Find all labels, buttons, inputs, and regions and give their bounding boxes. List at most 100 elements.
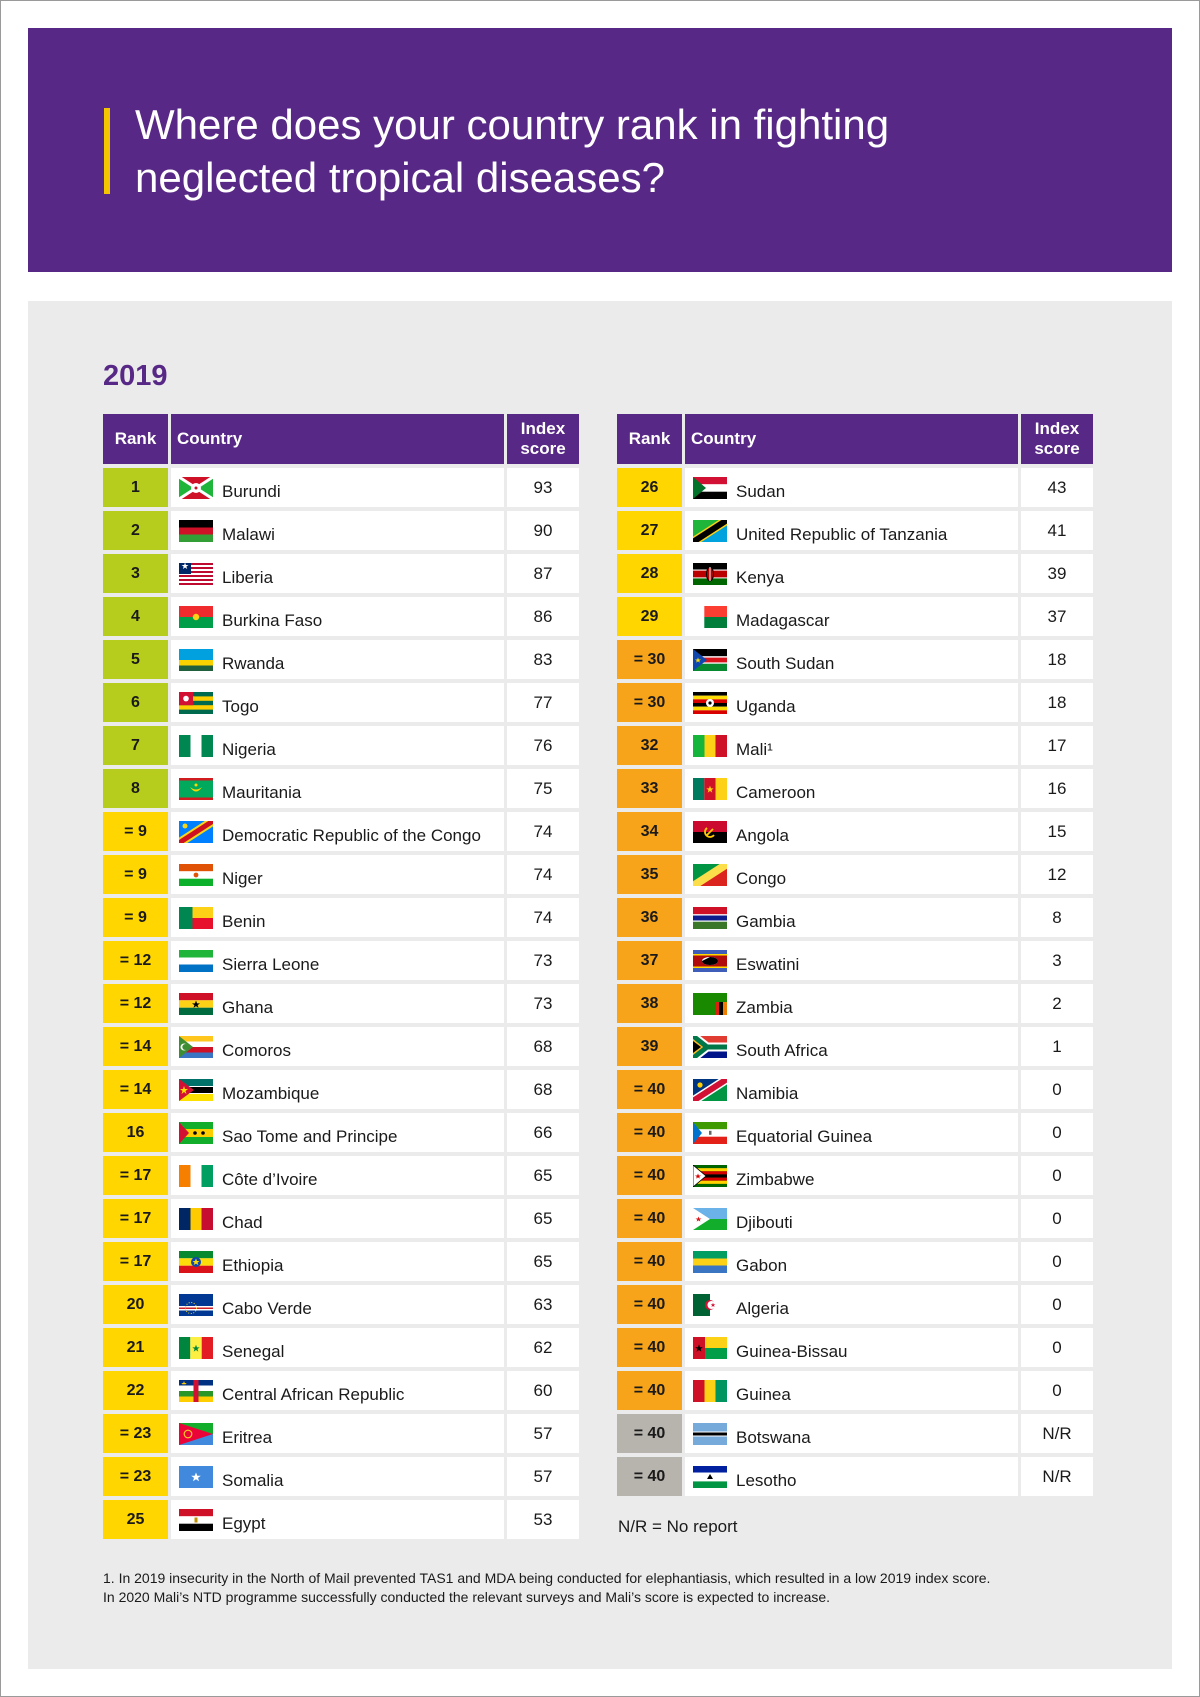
country-cell: Madagascar: [685, 597, 1018, 636]
score-cell: 63: [507, 1285, 579, 1324]
table-row: 22 Central African Republic 60: [103, 1371, 579, 1410]
score-cell: 65: [507, 1156, 579, 1195]
eritrea-flag-icon: [179, 1422, 213, 1445]
country-name: Namibia: [736, 1083, 799, 1103]
country-cell: Burundi: [171, 468, 504, 507]
country-name: Chad: [222, 1212, 263, 1232]
country-name: Mali¹: [736, 739, 773, 759]
south-africa-flag-icon: [693, 1035, 727, 1058]
country-name: Senegal: [222, 1341, 285, 1361]
sierra-leone-flag-icon: [179, 949, 213, 972]
table-header-row: Rank Country Index score: [617, 414, 1093, 464]
score-cell: 18: [1021, 640, 1093, 679]
rank-cell: = 17: [103, 1242, 168, 1281]
country-name: Nigeria: [222, 739, 276, 759]
country-name: Malawi: [222, 524, 275, 544]
malawi-flag-icon: [179, 519, 213, 542]
drc-flag-icon: [179, 820, 213, 843]
table-row: = 40 Gabon 0: [617, 1242, 1093, 1281]
score-cell: 0: [1021, 1199, 1093, 1238]
country-cell: Egypt: [171, 1500, 504, 1539]
burkina-faso-flag-icon: [179, 605, 213, 628]
rank-cell: 22: [103, 1371, 168, 1410]
rank-cell: = 40: [617, 1113, 682, 1152]
score-cell: 39: [1021, 554, 1093, 593]
djibouti-flag-icon: [693, 1207, 727, 1230]
country-name: Guinea: [736, 1384, 791, 1404]
rank-cell: 37: [617, 941, 682, 980]
country-name: Eritrea: [222, 1427, 273, 1447]
country-cell: Lesotho: [685, 1457, 1018, 1496]
mauritania-flag-icon: [179, 777, 213, 800]
country-name: Congo: [736, 868, 787, 888]
table-row: 32 Mali¹ 17: [617, 726, 1093, 765]
country-cell: Senegal: [171, 1328, 504, 1367]
country-name: Rwanda: [222, 653, 285, 673]
country-name: Comoros: [222, 1040, 291, 1060]
rank-cell: 7: [103, 726, 168, 765]
score-column-header: Index score: [1021, 414, 1093, 464]
score-cell: N/R: [1021, 1457, 1093, 1496]
score-cell: 68: [507, 1027, 579, 1066]
country-name: Ethiopia: [222, 1255, 284, 1275]
country-cell: Guinea-Bissau: [685, 1328, 1018, 1367]
liberia-flag-icon: ★: [179, 562, 213, 585]
rank-cell: 38: [617, 984, 682, 1023]
table-row: = 40 Guinea-Bissau 0: [617, 1328, 1093, 1367]
uganda-flag-icon: [693, 691, 727, 714]
ranking-rows-right: 26 Sudan 43 27 United Republic of Tanzania 41…: [617, 468, 1093, 1496]
score-cell: 76: [507, 726, 579, 765]
score-cell: 15: [1021, 812, 1093, 851]
score-cell: 41: [1021, 511, 1093, 550]
rank-cell: 20: [103, 1285, 168, 1324]
country-name: United Republic of Tanzania: [736, 524, 948, 544]
table-row: = 40 Zimbabwe 0: [617, 1156, 1093, 1195]
country-name: Eswatini: [736, 954, 800, 974]
table-row: 7 Nigeria 76: [103, 726, 579, 765]
rank-cell: = 40: [617, 1285, 682, 1324]
country-cell: Sao Tome and Principe: [171, 1113, 504, 1152]
country-cell: Togo: [171, 683, 504, 722]
table-row: 21 Senegal 62: [103, 1328, 579, 1367]
guinea-bissau-flag-icon: [693, 1336, 727, 1359]
equatorial-guinea-flag-icon: [693, 1121, 727, 1144]
table-row: 35 Congo 12: [617, 855, 1093, 894]
rank-cell: = 12: [103, 984, 168, 1023]
rank-cell: = 17: [103, 1199, 168, 1238]
zimbabwe-flag-icon: [693, 1164, 727, 1187]
country-cell: Ghana: [171, 984, 504, 1023]
country-name: Central African Republic: [222, 1384, 405, 1404]
table-row: 3 ★ Liberia 87: [103, 554, 579, 593]
country-name: Liberia: [222, 567, 274, 587]
ranking-rows-left: 1 Burundi 93 2 Malawi 90 3 ★ Liberia 87 4 Burkina F…: [103, 468, 579, 1539]
table-row: = 40 Lesotho N/R: [617, 1457, 1093, 1496]
country-name: Botswana: [736, 1427, 811, 1447]
rank-cell: = 14: [103, 1070, 168, 1109]
country-name: South Africa: [736, 1040, 828, 1060]
country-cell: Gambia: [685, 898, 1018, 937]
table-row: 26 Sudan 43: [617, 468, 1093, 507]
score-cell: 16: [1021, 769, 1093, 808]
country-name: Lesotho: [736, 1470, 797, 1490]
country-cell: Eswatini: [685, 941, 1018, 980]
score-cell: 12: [1021, 855, 1093, 894]
rank-column-header: Rank: [617, 414, 682, 464]
rank-cell: = 40: [617, 1457, 682, 1496]
rank-cell: 21: [103, 1328, 168, 1367]
rank-cell: = 23: [103, 1457, 168, 1496]
rank-column-header: Rank: [103, 414, 168, 464]
table-row: 34 Angola 15: [617, 812, 1093, 851]
rank-cell: 8: [103, 769, 168, 808]
country-cell: Uganda: [685, 683, 1018, 722]
rank-cell: 26: [617, 468, 682, 507]
table-row: = 40 Namibia 0: [617, 1070, 1093, 1109]
country-name: Togo: [222, 696, 259, 716]
table-row: 37 Eswatini 3: [617, 941, 1093, 980]
country-cell: Kenya: [685, 554, 1018, 593]
rank-cell: 25: [103, 1500, 168, 1539]
mozambique-flag-icon: [179, 1078, 213, 1101]
country-name: Democratic Republic of the Congo: [222, 825, 481, 845]
country-cell: Malawi: [171, 511, 504, 550]
rank-cell: = 12: [103, 941, 168, 980]
rank-cell: = 14: [103, 1027, 168, 1066]
